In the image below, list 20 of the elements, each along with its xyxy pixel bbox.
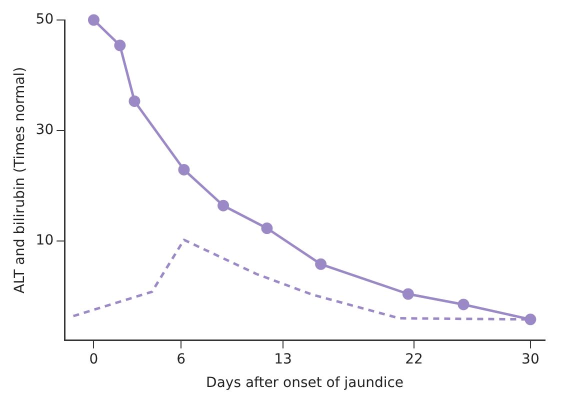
x-tick-label: 30 <box>522 351 540 368</box>
point <box>178 164 190 176</box>
y-tick-label: 50 <box>36 12 54 28</box>
x-tick-label: 6 <box>176 351 186 368</box>
point <box>458 298 470 310</box>
point <box>218 200 230 212</box>
point <box>128 95 140 107</box>
point <box>88 14 100 26</box>
x-axis-title: Days after onset of jaundice <box>206 375 404 392</box>
x-tick-label: 22 <box>405 351 423 368</box>
x-tick-label: 0 <box>89 351 98 368</box>
point <box>315 258 327 270</box>
y-axis-title: ALT and bilirubin (Times normal) <box>12 66 28 294</box>
y-tick-label: 30 <box>36 122 54 138</box>
x-tick-label: 13 <box>274 351 292 368</box>
point <box>261 222 273 234</box>
point <box>524 314 536 326</box>
point <box>114 40 126 52</box>
y-tick-label: 10 <box>36 232 54 249</box>
point <box>402 288 414 300</box>
